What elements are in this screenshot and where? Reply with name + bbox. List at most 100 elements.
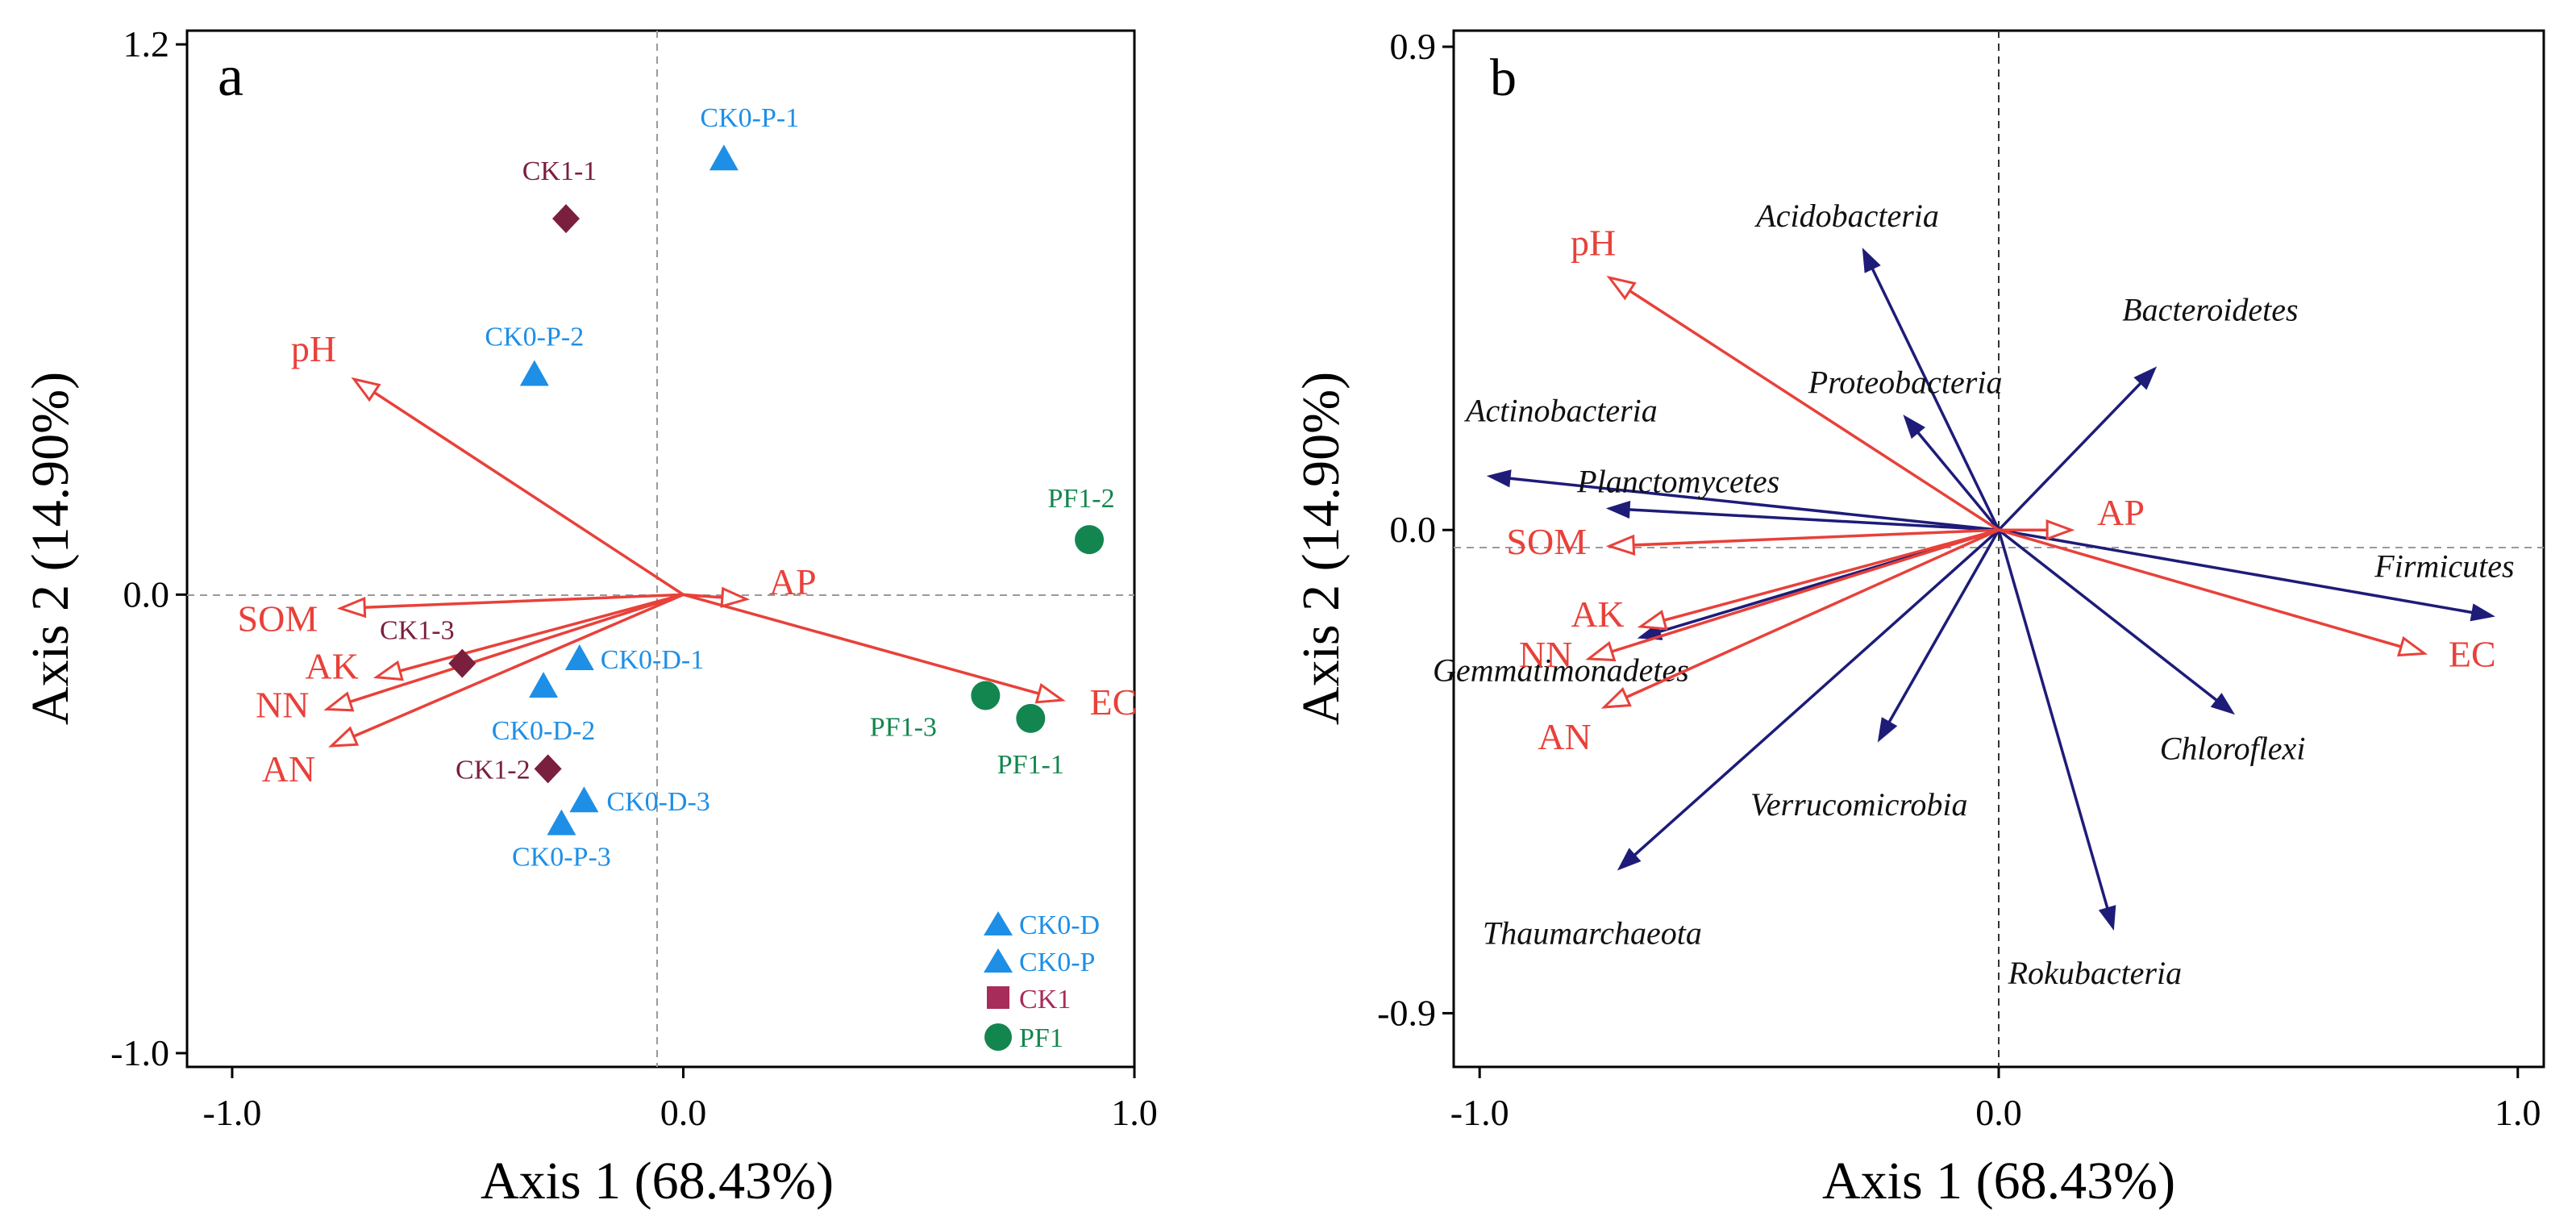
env-vector-ap-head (720, 586, 751, 608)
env-vector-b-ap-head (2045, 519, 2075, 541)
env-vector-ph-head (351, 377, 381, 402)
env-vector-b-ak-line (1663, 528, 2000, 622)
sample-ck0-d-1-marker (564, 644, 594, 670)
env-vector-b-ak (1637, 528, 2000, 631)
panel-a-plot-frame (185, 29, 1136, 1069)
panel-a-x-axis: -1.0 0.0 1.0 (203, 1067, 1158, 1133)
env-vector-b-ph-head (1606, 275, 1637, 301)
env-label-b-ap: AP (2097, 492, 2145, 533)
env-vector-b-ec (1998, 528, 2428, 657)
taxa-label-gemmatimonadetes: Gemmatimonadetes (1433, 652, 1689, 688)
panel-a-samples: CK0-P-1 CK1-1 CK0-P-2 PF1-2 CK1-3 CK0-D-1 CK0-… (380, 103, 1115, 872)
env-vector-ph-line (373, 391, 685, 596)
taxa-vector-firmicutes (1998, 528, 2495, 622)
panel-b-label: b (1490, 48, 1517, 107)
taxa-label-bacteroidetes: Bacteroidetes (2122, 291, 2298, 327)
taxa-vector-planctomycetes (1605, 500, 2000, 531)
env-vector-b-ec-line (1998, 528, 2402, 648)
panel-a-y-axis: 1.2 0.0 -1.0 (110, 23, 187, 1073)
taxa-label-planctomycetes: Planctomycetes (1576, 464, 1779, 500)
sample-ck1-3-marker (448, 648, 476, 678)
taxa-vector-actinobacteria-head (1486, 469, 1512, 488)
taxa-vector-acidobacteria-line (1871, 267, 2000, 531)
sample-ck0-p-2-label: CK0-P-2 (485, 322, 584, 352)
env-label-ph: pH (291, 328, 336, 369)
panel-b-y-tick-label: 0.9 (1390, 26, 1437, 67)
taxa-vector-chloroflexi-line (1997, 528, 2218, 702)
legend-item-ck0-d: CK0-D (984, 910, 1100, 940)
env-vector-b-som (1605, 528, 2000, 556)
taxa-vector-actinobacteria (1486, 469, 2000, 531)
taxa-vector-firmicutes-line (1998, 528, 2474, 614)
env-vector-b-som-head (1605, 534, 1636, 556)
panel-b-y-tick-label: 0.0 (1390, 509, 1437, 550)
panel-a-x-axis-title: Axis 1 (68.43%) (481, 1152, 834, 1210)
sample-ck0-p-1-marker (709, 144, 739, 171)
taxa-vector-planctomycetes-head (1605, 500, 1631, 519)
legend-ck0-p-marker (984, 948, 1013, 973)
env-vector-ak-head (372, 660, 404, 681)
env-label-nn: NN (256, 685, 309, 726)
sample-ck0-p-2-marker (519, 360, 549, 386)
legend-item-ck0-p: CK0-P (984, 948, 1095, 977)
taxa-vector-rokubacteria-head (2098, 905, 2116, 931)
env-vector-an (328, 593, 685, 748)
taxa-vector-acidobacteria (1862, 248, 2000, 531)
sample-pf1-3-marker (971, 681, 1001, 710)
env-label-b-an: AN (1538, 716, 1591, 757)
panel-a-y-tick-label: -1.0 (110, 1032, 169, 1073)
sample-pf1-1-label: PF1-1 (997, 750, 1064, 780)
env-vector-b-nn-line (1611, 528, 2000, 653)
env-label-ak: AK (306, 646, 359, 687)
panel-b-taxa-vectors: Acidobacteria Proteobacteria Bacteroidetes… (1433, 198, 2515, 991)
taxa-vector-verrucomicrobia-head (1877, 717, 1898, 743)
taxa-label-acidobacteria: Acidobacteria (1754, 198, 1939, 234)
env-label-som: SOM (238, 598, 318, 639)
sample-ck0-p-1-label: CK0-P-1 (700, 103, 799, 133)
env-vector-b-ph (1606, 275, 2000, 531)
sample-pf1-2-marker (1075, 525, 1105, 555)
taxa-vector-firmicutes-head (2470, 603, 2495, 622)
env-vector-b-an-head (1600, 687, 1632, 709)
panel-a: a -1.0 0.0 1.0 1.20.0-1.0 Axis 1 (68.43%) … (21, 23, 1158, 1210)
sample-pf1-3-label: PF1-3 (870, 712, 937, 742)
env-vector-ec (683, 593, 1066, 704)
env-vector-b-ap (1999, 519, 2075, 541)
env-label-b-ak: AK (1571, 594, 1624, 635)
taxa-vector-proteobacteria (1903, 415, 2000, 531)
taxa-label-actinobacteria: Actinobacteria (1463, 393, 1658, 429)
env-label-ap: AP (769, 561, 817, 602)
env-vector-nn (323, 593, 685, 712)
sample-ck1-2-marker (534, 754, 562, 784)
taxa-vector-verrucomicrobia-line (1887, 529, 2000, 723)
panel-b-y-axis-title: Axis 2 (14.90%) (1292, 372, 1350, 725)
env-vector-b-ec-head (2397, 635, 2428, 657)
env-label-an: AN (262, 748, 315, 789)
taxa-label-verrucomicrobia: Verrucomicrobia (1750, 786, 1968, 823)
env-vector-an-head (328, 726, 360, 748)
taxa-vector-actinobacteria-line (1509, 477, 2000, 531)
sample-ck0-d-1-label: CK0-D-1 (601, 645, 704, 675)
sample-ck0-p-3-marker (547, 809, 576, 835)
sample-ck1-1-marker (552, 204, 580, 234)
env-label-ec: EC (1089, 681, 1137, 723)
env-vector-ph (351, 377, 685, 596)
env-vector-b-an (1600, 528, 2000, 709)
panel-a-y-tick-label: 0.0 (123, 573, 170, 614)
panel-b-x-tick-label: 0.0 (1975, 1092, 2022, 1133)
panel-a-x-tick-label: 0.0 (660, 1092, 707, 1133)
env-vector-an-line (352, 593, 685, 738)
panel-b-x-axis-title: Axis 1 (68.43%) (1822, 1152, 2175, 1210)
panel-b-x-tick-label: 1.0 (2495, 1092, 2541, 1133)
panel-b-y-axis: 0.9 0.0 -0.9 (1377, 26, 1454, 1033)
env-vector-som (336, 593, 684, 619)
env-vector-ak (372, 593, 684, 681)
legend-ck1-label: CK1 (1019, 985, 1071, 1014)
taxa-vector-bacteroidetes (1997, 366, 2158, 531)
sample-ck1-1-label: CK1-1 (522, 156, 597, 186)
env-vector-ec-line (683, 593, 1040, 695)
taxa-vector-planctomycetes-line (1629, 508, 2000, 531)
taxa-vector-bacteroidetes-head (2133, 366, 2158, 390)
panel-a-x-tick-label: -1.0 (203, 1092, 262, 1133)
